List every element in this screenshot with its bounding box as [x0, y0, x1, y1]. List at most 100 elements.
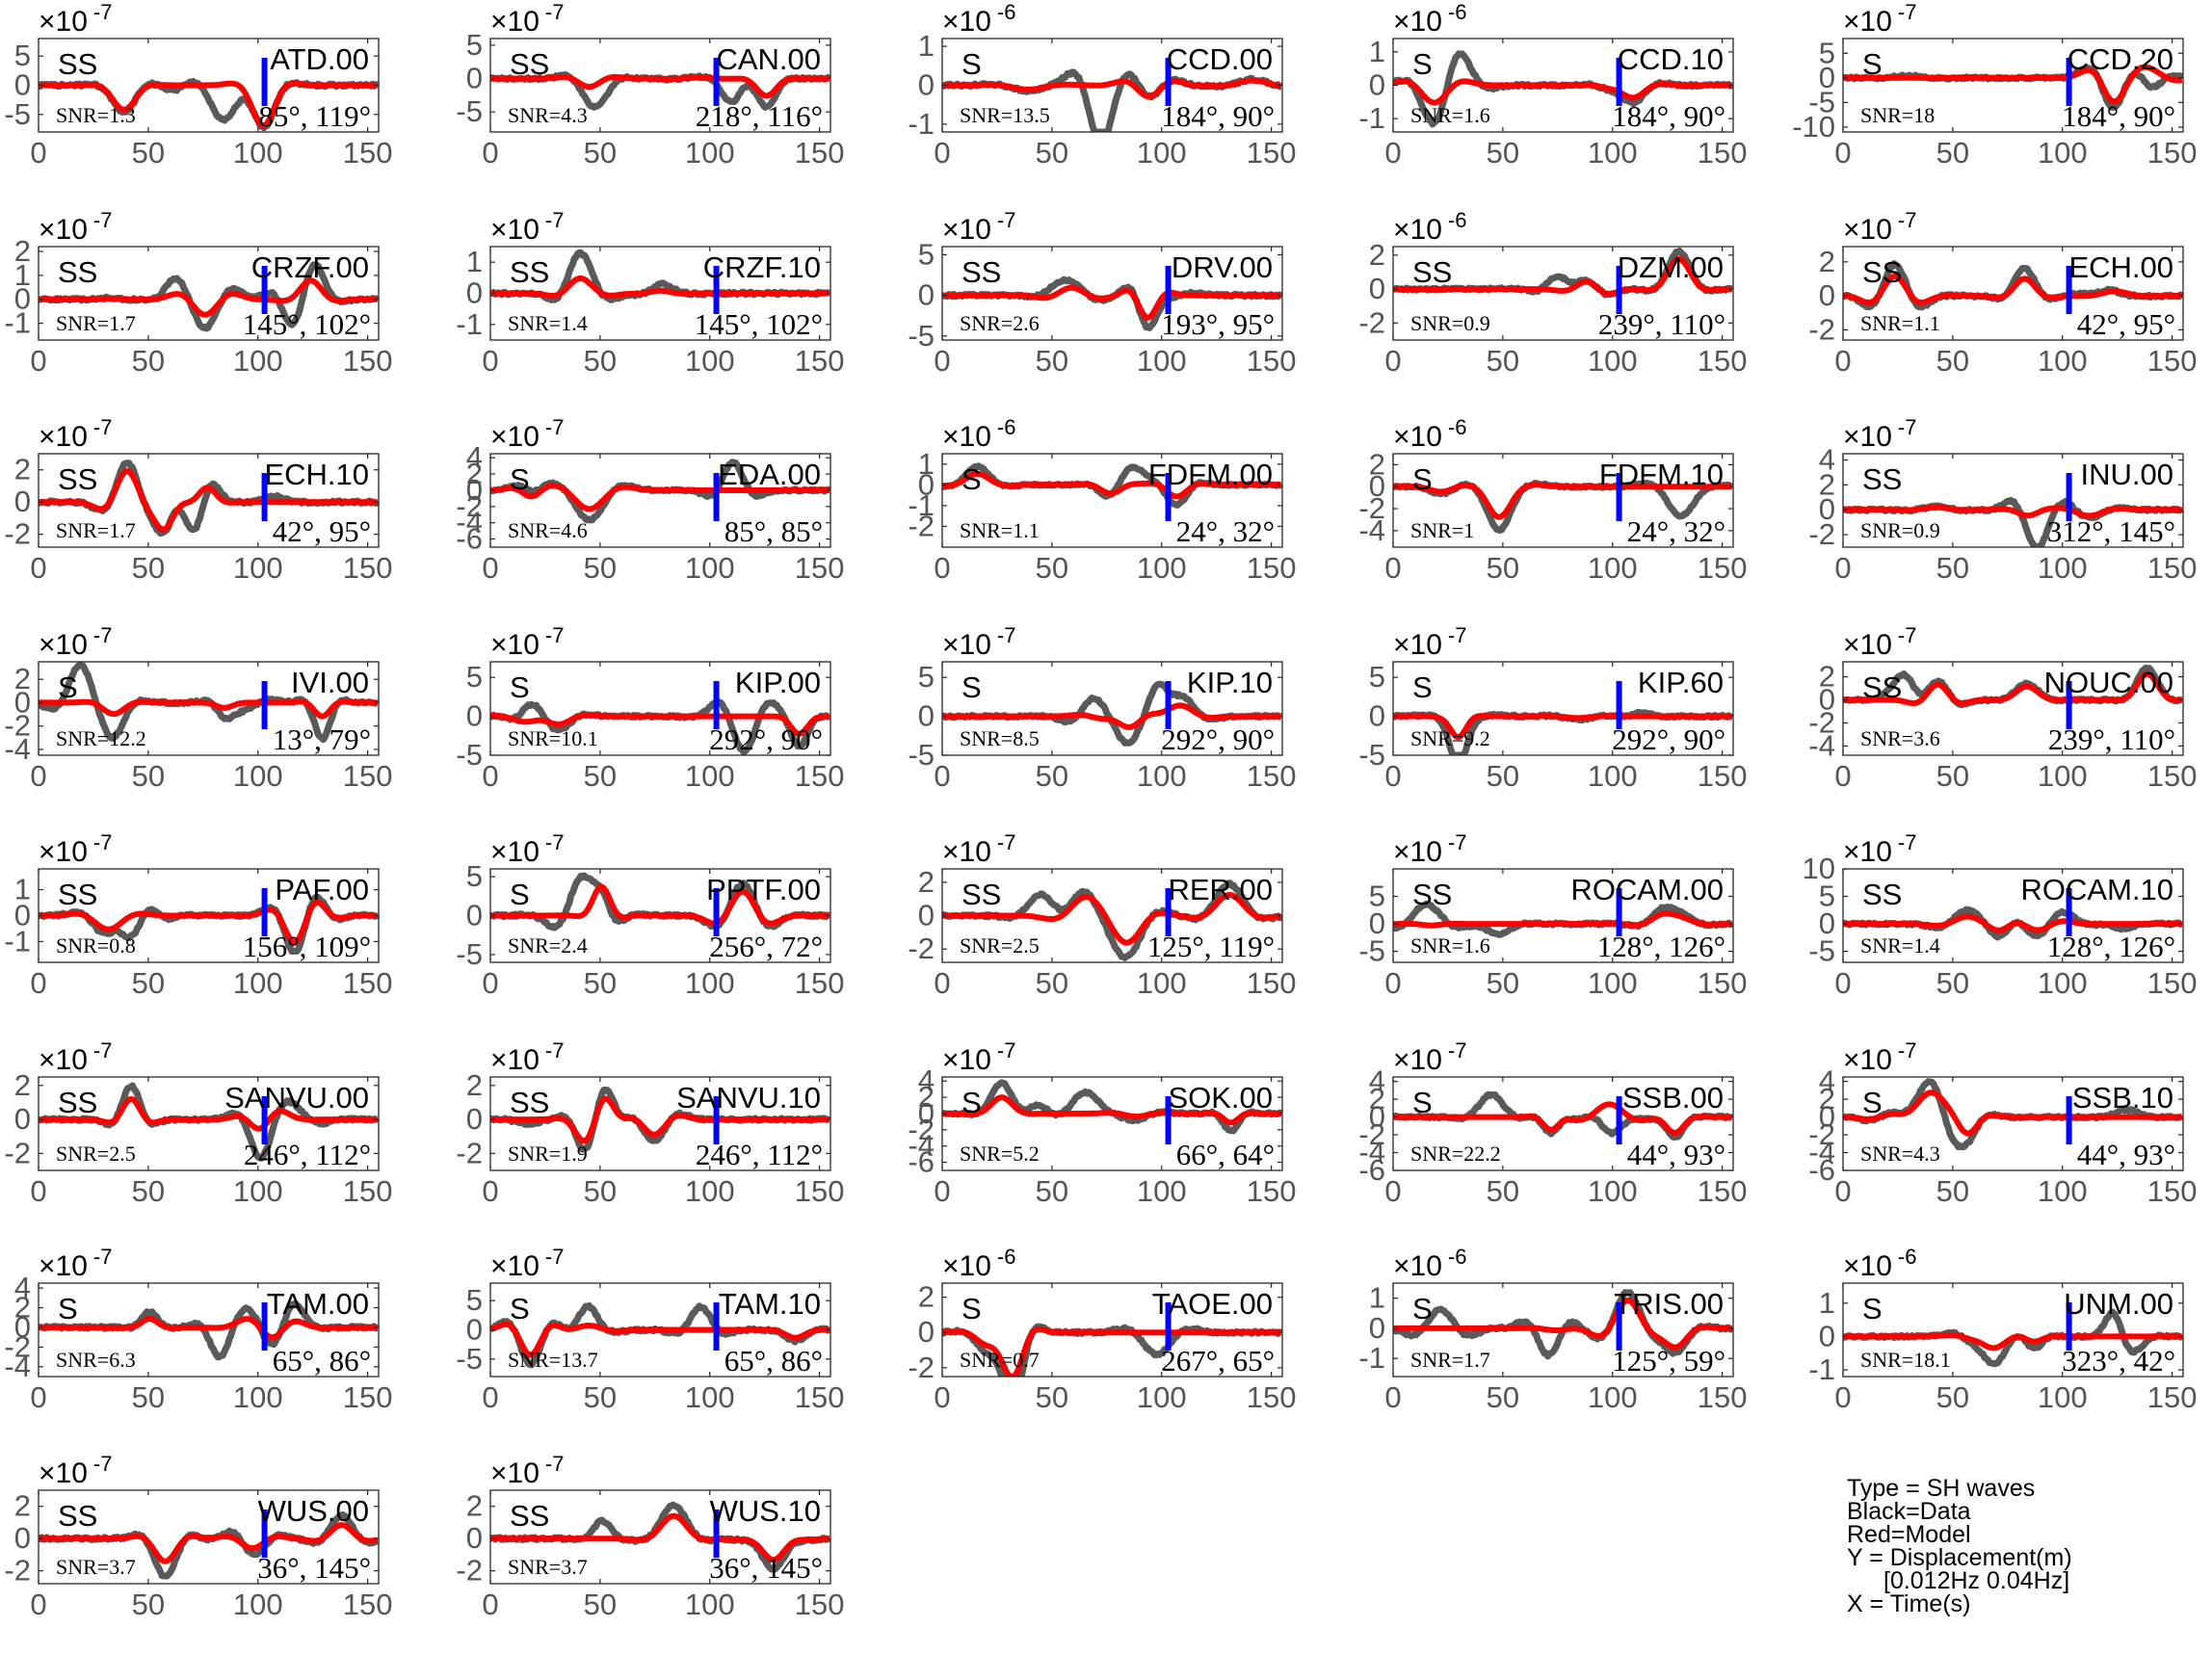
x-tick-label: 0	[482, 966, 498, 1000]
model-trace	[1393, 255, 1733, 297]
station-label: SANVU.00	[224, 1081, 369, 1115]
x-tick-label: 100	[685, 1174, 735, 1208]
axes-box	[38, 453, 380, 548]
y-tick-label: -2	[1808, 705, 1835, 739]
snr-label: SNR=2.4	[508, 933, 588, 958]
y-tick-label: 2	[1819, 245, 1835, 278]
legend-line: Red=Model	[1847, 1521, 1971, 1548]
y-exponent-power: -7	[545, 208, 565, 232]
x-tick-label: 100	[2038, 759, 2088, 793]
y-tick-label: 2	[466, 1489, 483, 1523]
snr-label: SNR=2.5	[56, 1142, 136, 1166]
y-exponent-label: ×10 -7	[942, 1038, 1015, 1076]
y-exponent-label: ×10 -7	[490, 0, 564, 38]
y-tick-label: 5	[1819, 36, 1835, 69]
y-tick-label: 2	[1369, 1082, 1385, 1116]
station-label: TAM.00	[267, 1287, 369, 1321]
x-tick-label: 100	[1137, 1380, 1187, 1414]
snr-label: SNR=1.9	[508, 1142, 588, 1166]
x-tick-label: 50	[1036, 136, 1068, 170]
y-tick-label: -4	[1358, 1136, 1385, 1169]
x-tick-label: 50	[1936, 551, 1969, 585]
phase-label: SS	[510, 47, 549, 81]
snr-label: SNR=1	[1410, 518, 1474, 542]
y-tick-label: 5	[1819, 880, 1835, 913]
y-tick-label: -4	[456, 506, 483, 539]
y-tick-label: 0	[14, 1521, 31, 1555]
y-tick-label: -2	[4, 1329, 31, 1363]
axes-box	[1842, 1282, 2184, 1378]
y-tick-label: -6	[908, 1145, 935, 1179]
model-trace	[490, 1095, 830, 1144]
station-label: CCD.10	[1618, 42, 1724, 76]
phase-label: S	[510, 670, 530, 704]
snr-label: SNR=6.3	[56, 1348, 136, 1372]
azimuth-label: 256°, 72°	[709, 930, 823, 963]
phase-label: SS	[510, 1086, 549, 1119]
x-tick-label: 0	[1834, 551, 1851, 585]
y-tick-label: 1	[1369, 35, 1385, 68]
x-tick-label: 0	[482, 344, 498, 378]
model-trace	[942, 1094, 1282, 1126]
model-trace	[490, 883, 830, 927]
phase-label: SS	[58, 462, 97, 496]
x-tick-label: 50	[1036, 966, 1068, 1000]
y-exponent-power: -7	[1898, 1038, 1917, 1063]
y-tick-label: 1	[14, 258, 31, 292]
model-trace	[39, 900, 379, 945]
station-label: ROCAM.10	[2021, 873, 2173, 906]
y-tick-label: 1	[466, 245, 483, 278]
station-label: TRIS.00	[1614, 1287, 1724, 1321]
x-tick-label: 50	[1487, 136, 1519, 170]
snr-label: SNR=0.9	[1860, 518, 1940, 542]
y-tick-label: 0	[1819, 278, 1835, 312]
y-tick-label: 0	[466, 473, 483, 507]
y-exponent-power: -7	[997, 623, 1016, 647]
y-exponent-label: ×10 -7	[1843, 0, 1916, 38]
x-tick-label: 0	[934, 1380, 950, 1414]
x-tick-label: 150	[343, 1588, 393, 1621]
y-tick-label: 0	[1819, 1319, 1835, 1352]
x-tick-label: 0	[482, 1380, 498, 1414]
phase-label: S	[1862, 47, 1883, 81]
x-tick-label: 150	[1698, 344, 1748, 378]
legend-line: Type = SH waves	[1847, 1475, 2035, 1502]
x-tick-label: 50	[1487, 551, 1519, 585]
station-label: UNM.00	[2064, 1287, 2173, 1321]
x-tick-label: 100	[233, 759, 283, 793]
snr-label: SNR=18.1	[1860, 1348, 1951, 1372]
y-exponent-power: -7	[1448, 623, 1467, 647]
y-tick-label: 1	[918, 447, 935, 481]
x-tick-label: 50	[1487, 1174, 1519, 1208]
x-tick-label: 100	[1588, 966, 1638, 1000]
azimuth-label: 36°, 145°	[257, 1551, 371, 1585]
model-trace	[490, 483, 830, 512]
y-tick-label: -5	[456, 94, 483, 128]
model-trace	[1843, 913, 2183, 933]
y-exponent-label: ×10 -7	[490, 1038, 564, 1076]
azimuth-label: 24°, 32°	[1627, 514, 1725, 548]
snr-label: SNR=1.7	[56, 311, 136, 335]
snr-label: SNR=2.6	[960, 311, 1040, 335]
y-exponent-label: ×10 -7	[39, 1245, 112, 1282]
y-tick-label: 2	[466, 1068, 483, 1102]
x-tick-label: 150	[795, 1380, 845, 1414]
y-tick-label: 0	[918, 278, 935, 312]
y-tick-label: -1	[1358, 101, 1385, 135]
phase-label: SS	[58, 1086, 97, 1119]
y-exponent-power: -7	[1898, 0, 1917, 24]
y-tick-label: -4	[1808, 728, 1835, 762]
x-tick-label: 0	[1384, 344, 1401, 378]
model-trace	[39, 1522, 379, 1564]
azimuth-label: 184°, 90°	[2062, 99, 2175, 133]
axes-box	[489, 453, 831, 548]
station-label: RER.00	[1168, 873, 1273, 906]
y-tick-label: 1	[1819, 1286, 1835, 1320]
y-exponent-label: ×10 -6	[1393, 208, 1466, 246]
